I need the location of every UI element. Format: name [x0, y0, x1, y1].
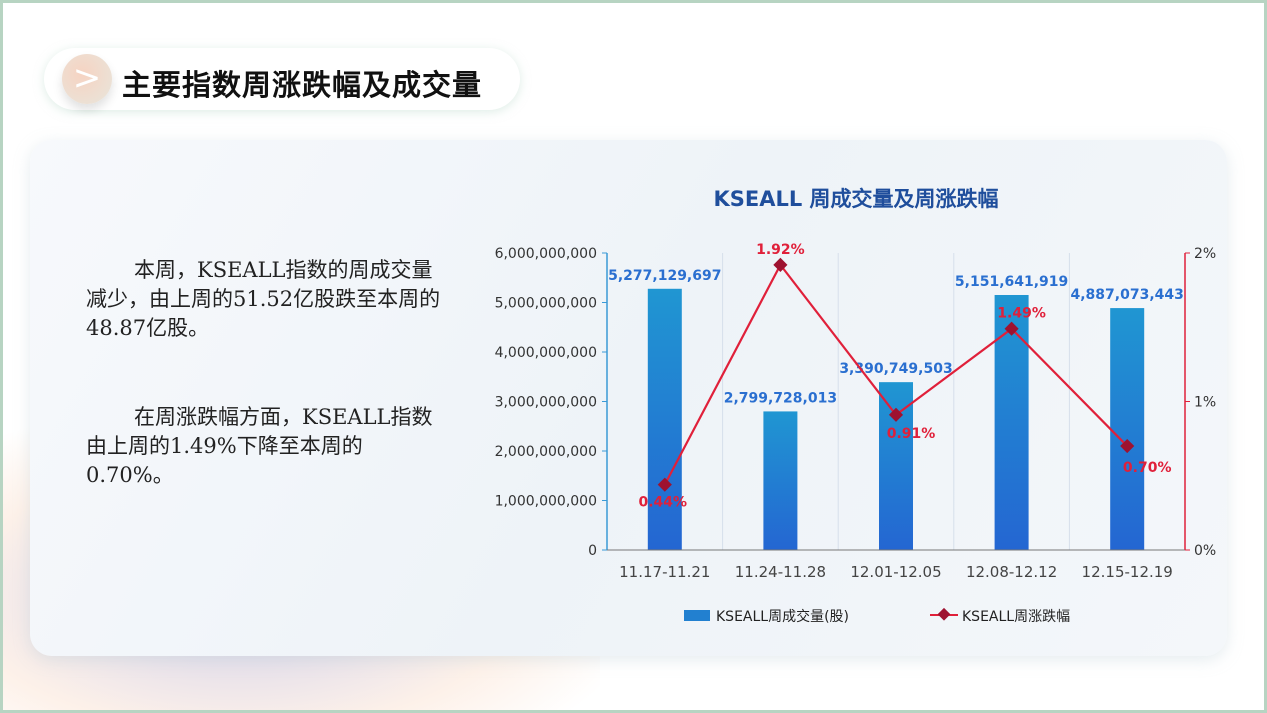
y-tick-label: 2,000,000,000 [495, 444, 597, 460]
line-data-label: 0.91% [887, 426, 936, 442]
summary-paragraph-volume: 本周，KSEALL指数的周成交量减少，由上周的51.52亿股跌至本周的48.87… [86, 258, 441, 340]
chart-title: KSEALL 周成交量及周涨跌幅 [713, 187, 998, 211]
line-marker [1120, 438, 1135, 454]
y2-tick-label: 0% [1194, 543, 1216, 559]
legend-bar-label: KSEALL周成交量(股) [716, 608, 849, 625]
line-data-label: 1.92% [756, 242, 805, 258]
x-tick-label: 11.17-11.21 [619, 563, 710, 581]
y2-tick-label: 2% [1194, 246, 1216, 262]
page-title: 主要指数周涨跌幅及成交量 [122, 68, 483, 102]
bar [647, 288, 682, 550]
bar-data-label: 5,277,129,697 [608, 268, 721, 284]
y-tick-label: 0 [588, 543, 597, 559]
bar-data-label: 3,390,749,503 [839, 361, 952, 377]
x-tick-label: 12.08-12.12 [966, 563, 1057, 581]
legend-line-label: KSEALL周涨跌幅 [962, 609, 1070, 625]
y-tick-label: 4,000,000,000 [495, 345, 597, 361]
y-tick-label: 6,000,000,000 [495, 246, 597, 262]
bar [763, 411, 798, 550]
line-data-label: 0.70% [1123, 460, 1172, 476]
bar-data-label: 5,151,641,919 [955, 274, 1068, 290]
line-marker [888, 407, 904, 422]
line-data-label: 0.44% [639, 495, 688, 511]
legend-bar-swatch [684, 610, 710, 621]
x-tick-label: 12.15-12.19 [1082, 563, 1173, 581]
line-marker [657, 477, 672, 492]
bar-data-label: 4,887,073,443 [1071, 287, 1184, 303]
y-tick-label: 1,000,000,000 [495, 494, 597, 510]
bar [1110, 308, 1145, 550]
line-data-label: 1.49% [997, 306, 1046, 322]
title-bar [44, 48, 520, 110]
y-tick-label: 3,000,000,000 [495, 395, 597, 411]
line-marker [773, 257, 788, 272]
bar-data-label: 2,799,728,013 [724, 390, 837, 406]
line-marker [1004, 321, 1019, 336]
x-tick-label: 12.01-12.05 [850, 563, 941, 581]
x-tick-label: 11.24-11.28 [735, 563, 826, 581]
y2-tick-label: 1% [1194, 395, 1216, 411]
chevron-right-icon: > [62, 54, 112, 104]
y-tick-label: 5,000,000,000 [495, 296, 597, 312]
legend-line-marker [937, 607, 951, 621]
summary-paragraph-change: 在周涨跌幅方面，KSEALL指数由上周的1.49%下降至本周的0.70%。 [86, 405, 433, 487]
